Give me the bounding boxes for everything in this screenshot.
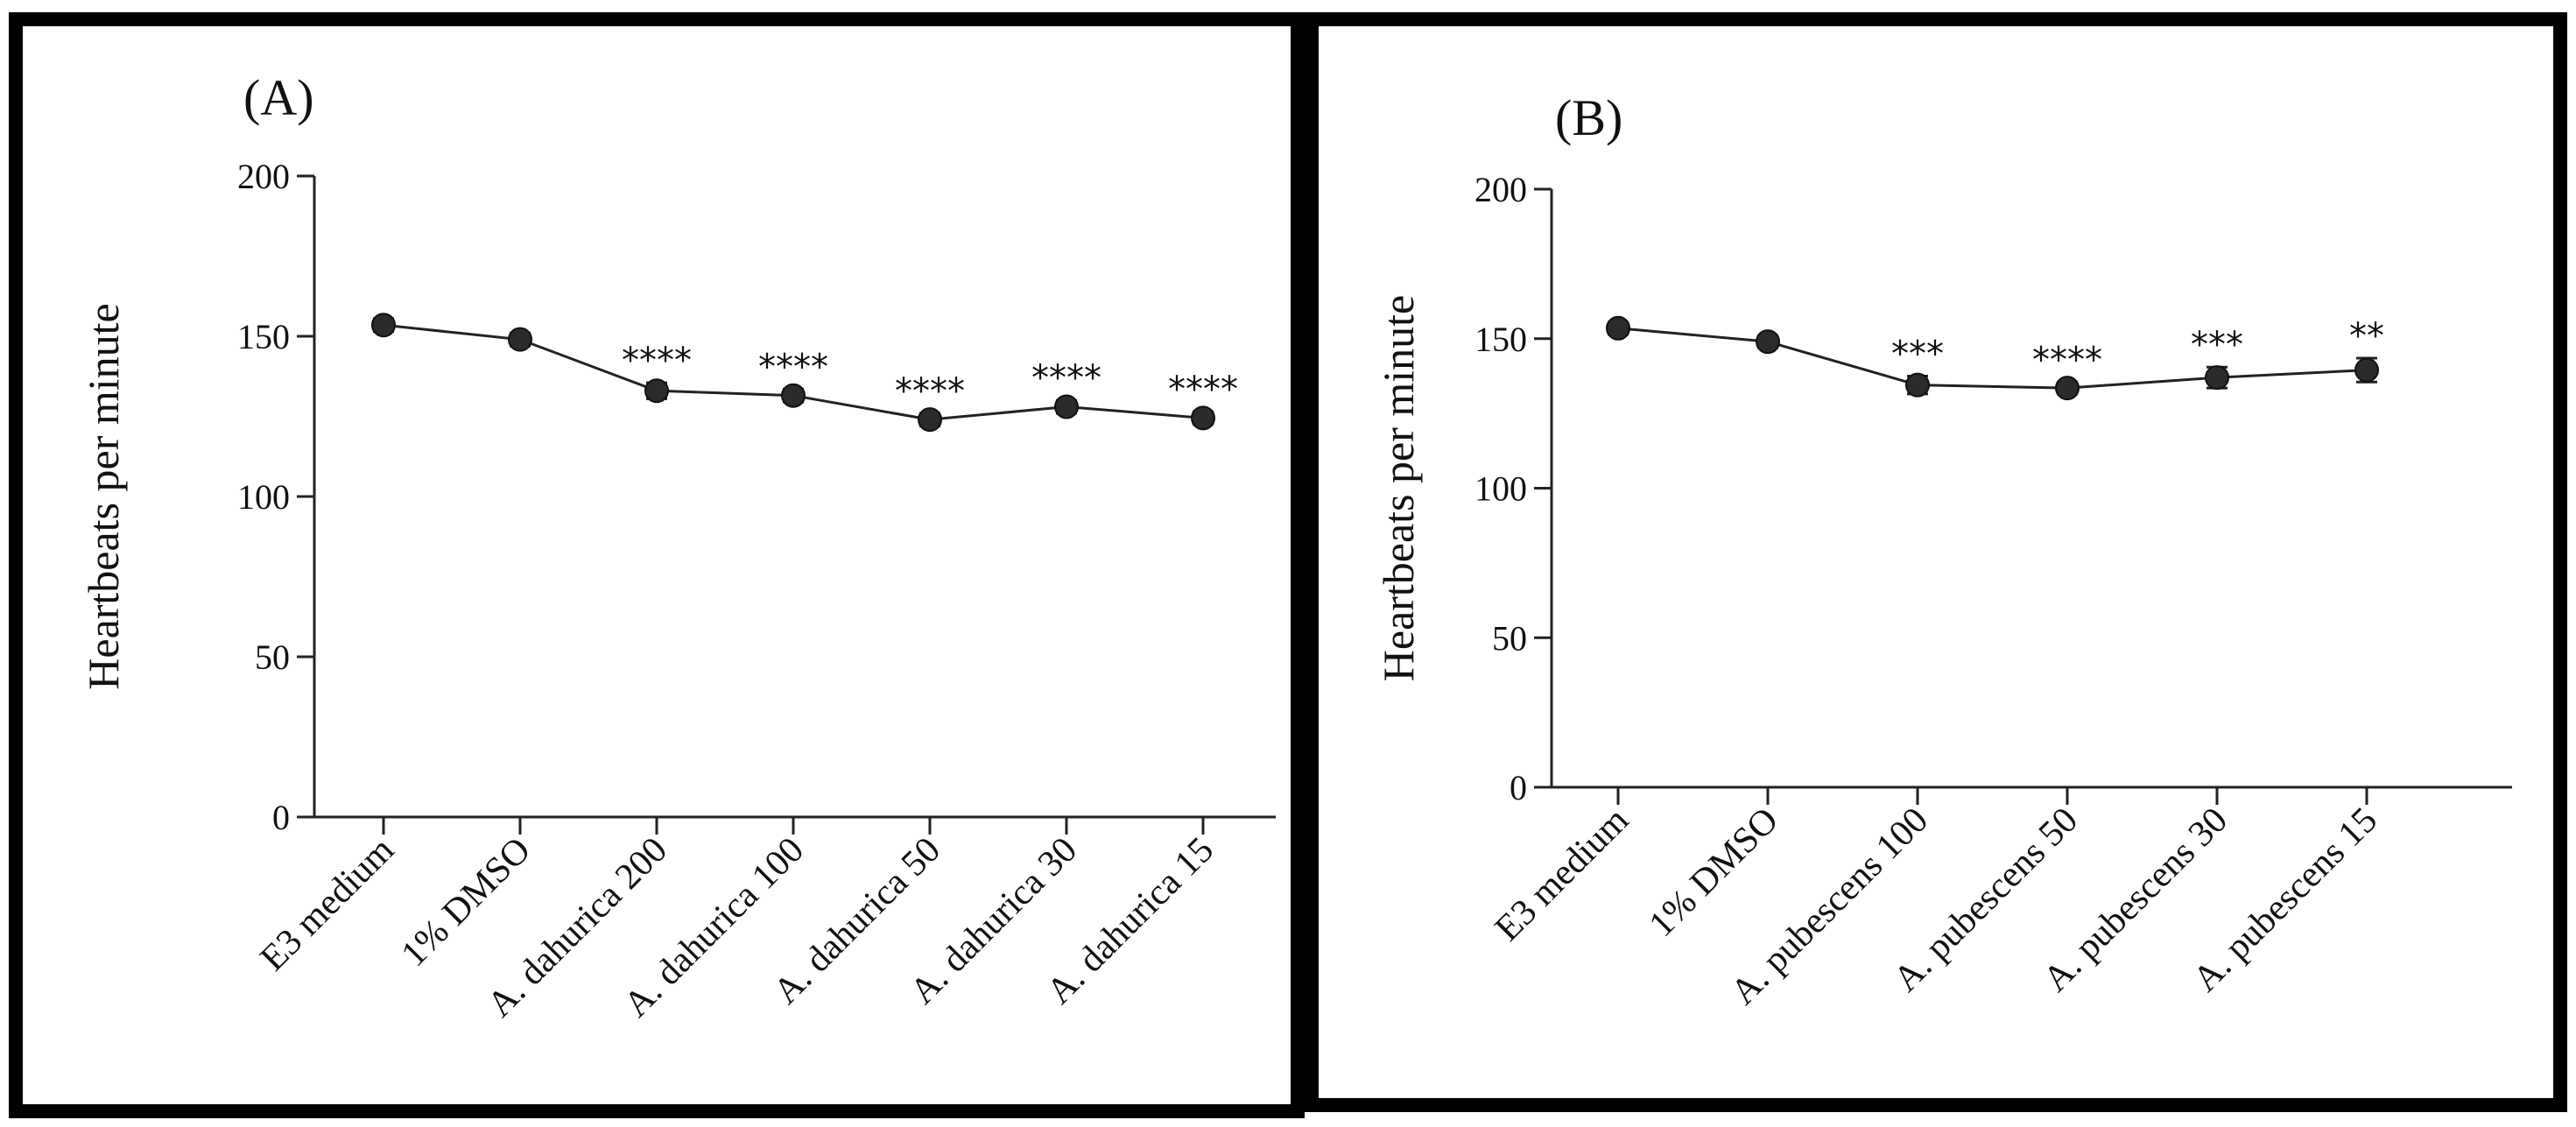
panel-label: (A) bbox=[243, 69, 314, 126]
y-tick-label: 150 bbox=[237, 317, 290, 356]
significance-label: **** bbox=[895, 371, 965, 412]
y-axis-title: Heartbeats per minute bbox=[79, 303, 128, 689]
y-tick-label: 200 bbox=[1475, 170, 1527, 209]
x-category-label: 1% DMSO bbox=[394, 830, 538, 975]
y-tick-label: 100 bbox=[237, 477, 290, 517]
series-line bbox=[1617, 327, 2368, 390]
y-tick-label: 0 bbox=[1510, 768, 1527, 807]
significance-label: *** bbox=[2191, 325, 2243, 365]
y-tick-label: 0 bbox=[272, 798, 290, 837]
y-tick-label: 100 bbox=[1475, 469, 1527, 509]
chart-panel-b: (B) 0 50 100 150 200 Heartbeats per minute E3 m… bbox=[1305, 12, 2567, 1112]
data-point bbox=[918, 407, 942, 433]
data-point bbox=[508, 327, 532, 352]
x-category-label: E3 medium bbox=[1488, 799, 1637, 949]
significance-label: **** bbox=[1031, 358, 1101, 398]
chart-a-svg: (A) 0 50 100 150 200 Heartbeats per minute E3 m… bbox=[79, 69, 1276, 1025]
data-point bbox=[2055, 376, 2080, 401]
data-point bbox=[1191, 405, 1215, 431]
data-point bbox=[1905, 372, 1930, 398]
data-point bbox=[1054, 394, 1079, 419]
y-tick-label: 150 bbox=[1475, 320, 1527, 359]
chart-b-svg: (B) 0 50 100 150 200 Heartbeats per minute E3 m… bbox=[1374, 89, 2512, 1012]
data-point bbox=[781, 383, 806, 408]
y-axis-title: Heartbeats per minute bbox=[1374, 295, 1423, 681]
data-point bbox=[2205, 365, 2229, 391]
data-point bbox=[2354, 357, 2379, 383]
significance-label: **** bbox=[1168, 370, 1238, 410]
panel-label: (B) bbox=[1555, 89, 1622, 146]
y-tick-label: 200 bbox=[237, 157, 290, 196]
significance-label: ** bbox=[2349, 316, 2384, 356]
y-tick-label: 50 bbox=[1492, 618, 1527, 658]
significance-label: *** bbox=[1891, 334, 1944, 374]
data-point bbox=[371, 313, 396, 338]
y-tick-label: 50 bbox=[255, 637, 290, 677]
data-point bbox=[1756, 329, 1780, 355]
x-category-label: 1% DMSO bbox=[1642, 800, 1786, 945]
x-category-label: E3 medium bbox=[253, 829, 403, 979]
chart-panel-a: (A) 0 50 100 150 200 Heartbeats per minute E3 m… bbox=[9, 12, 1305, 1118]
data-point bbox=[1606, 315, 1630, 341]
data-point bbox=[644, 378, 669, 404]
significance-label: **** bbox=[758, 347, 828, 387]
significance-label: **** bbox=[2032, 340, 2102, 380]
significance-label: **** bbox=[622, 341, 692, 381]
